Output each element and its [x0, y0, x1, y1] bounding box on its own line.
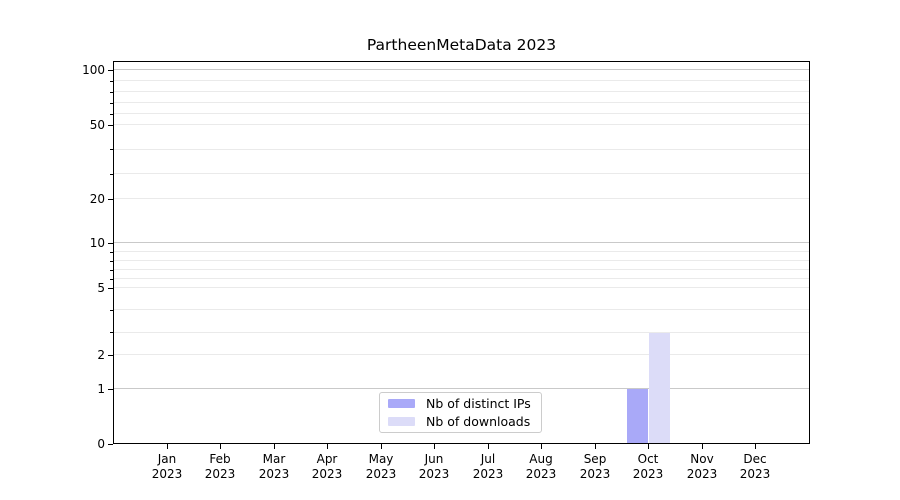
x-tick-label: May 2023	[365, 452, 397, 481]
y-tick-label: 2	[97, 348, 105, 362]
x-tick-label: Jun 2023	[418, 452, 450, 481]
x-tick	[702, 444, 703, 449]
x-tick-label: Oct 2023	[632, 452, 664, 481]
y-tick-label: 10	[89, 236, 105, 250]
y-tick-label: 5	[97, 281, 105, 295]
legend-label: Nb of distinct IPs	[426, 395, 531, 411]
legend-item: Nb of distinct IPs	[388, 395, 533, 411]
y-tick-label: 0	[97, 437, 105, 451]
legend-item: Nb of downloads	[388, 413, 533, 429]
y-tick	[108, 444, 113, 445]
x-tick-label: Apr 2023	[311, 452, 343, 481]
legend: Nb of distinct IPs Nb of downloads	[379, 392, 542, 433]
x-tick	[541, 444, 542, 449]
x-tick	[220, 444, 221, 449]
x-tick-label: Dec 2023	[739, 452, 771, 481]
x-tick	[648, 444, 649, 449]
x-tick-label: Jul 2023	[472, 452, 504, 481]
x-tick	[434, 444, 435, 449]
x-tick	[327, 444, 328, 449]
legend-swatch-downloads	[388, 417, 415, 426]
legend-swatch-distinct-ips	[388, 399, 415, 408]
x-tick	[274, 444, 275, 449]
x-tick	[167, 444, 168, 449]
x-tick-label: Jan 2023	[151, 452, 183, 481]
y-tick-label: 100	[82, 63, 105, 77]
x-tick-label: Nov 2023	[686, 452, 718, 481]
x-tick-label: Mar 2023	[258, 452, 290, 481]
x-tick	[488, 444, 489, 449]
y-tick-label: 50	[89, 118, 105, 132]
x-tick	[755, 444, 756, 449]
plot-area	[113, 61, 810, 444]
x-tick	[381, 444, 382, 449]
x-tick-label: Aug 2023	[525, 452, 557, 481]
chart-title: PartheenMetaData 2023	[366, 36, 557, 54]
y-tick-label: 1	[97, 382, 105, 396]
x-tick-label: Sep 2023	[579, 452, 611, 481]
legend-label: Nb of downloads	[426, 413, 531, 429]
x-tick	[595, 444, 596, 449]
y-tick-label: 20	[89, 192, 105, 206]
x-tick-label: Feb 2023	[204, 452, 236, 481]
